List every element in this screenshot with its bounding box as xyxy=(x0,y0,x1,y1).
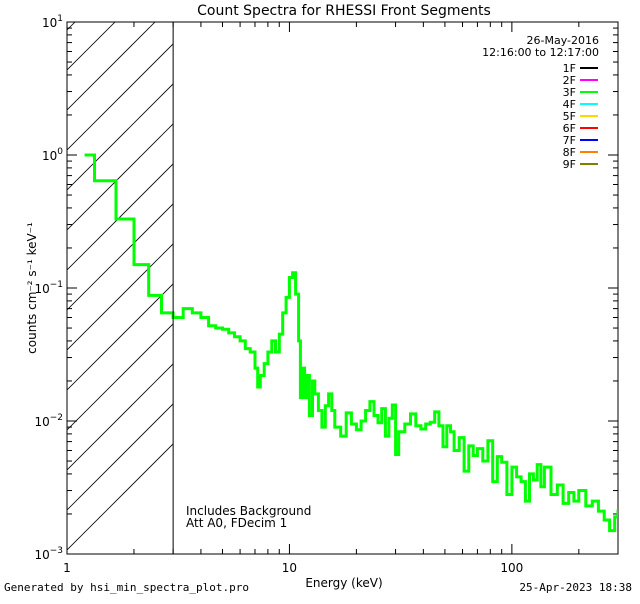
y-tick-label: 10−1 xyxy=(34,280,63,296)
y-tick-label: 100 xyxy=(42,147,63,163)
hatch-line xyxy=(67,243,174,351)
x-axis-label: Energy (keV) xyxy=(305,576,382,590)
legend-label: 2F xyxy=(563,74,576,87)
series-line-3F xyxy=(84,153,618,533)
hatch-line xyxy=(67,22,156,111)
legend-label: 6F xyxy=(563,122,576,135)
hatch-line xyxy=(67,283,174,391)
y-axis: 10−3 10−2 10−1 100 101 xyxy=(34,14,618,562)
hatch-line xyxy=(67,83,174,191)
hatch-line xyxy=(67,203,174,311)
annotation-background: Includes Background xyxy=(186,504,311,518)
hatch-line xyxy=(67,43,174,151)
y-tick-label: 10−3 xyxy=(34,546,63,562)
hatch-line xyxy=(67,363,174,471)
x-tick-label: 1 xyxy=(63,561,71,575)
legend-label: 3F xyxy=(563,86,576,99)
hatch-region xyxy=(67,22,174,551)
legend-label: 9F xyxy=(563,158,576,171)
hatch-line xyxy=(67,323,174,431)
hatch-line xyxy=(67,123,174,231)
annotation-attenuator: Att A0, FDecim 1 xyxy=(186,516,287,530)
legend-label: 8F xyxy=(563,146,576,159)
chart-title: Count Spectra for RHESSI Front Segments xyxy=(197,3,491,19)
y-tick-label: 10−2 xyxy=(34,413,63,429)
legend-label: 1F xyxy=(563,62,576,75)
legend-label: 4F xyxy=(563,98,576,111)
footer-timestamp: 25-Apr-2023 18:38 xyxy=(519,581,632,594)
x-tick-label: 100 xyxy=(500,561,523,575)
x-axis: 1 10 100 xyxy=(63,22,619,575)
hatch-line xyxy=(67,443,174,551)
y-axis-label: counts cm⁻² s⁻¹ keV⁻¹ xyxy=(25,222,39,354)
date-label: 26-May-2016 xyxy=(527,34,599,47)
legend-label: 7F xyxy=(563,134,576,147)
hatch-line xyxy=(67,163,174,271)
y-tick-label: 101 xyxy=(42,14,63,30)
series-layer xyxy=(84,153,618,533)
time-range-label: 12:16:00 to 12:17:00 xyxy=(482,46,599,59)
x-tick-label: 10 xyxy=(282,561,297,575)
footer-generated-by: Generated by hsi_min_spectra_plot.pro xyxy=(4,581,250,594)
legend-label: 5F xyxy=(563,110,576,123)
hatch-line xyxy=(67,403,174,511)
